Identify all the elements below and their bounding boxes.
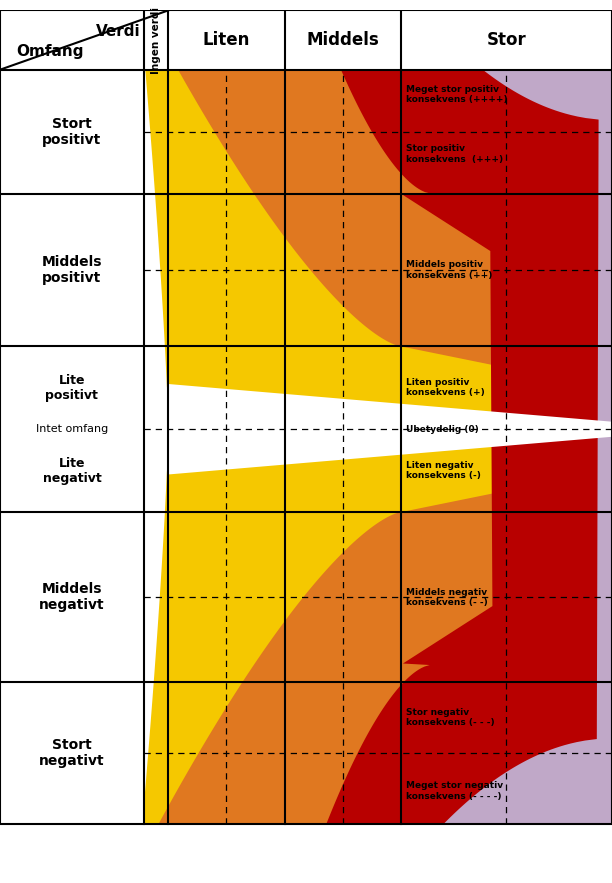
Text: Meget stor positiv
konsekvens (++++): Meget stor positiv konsekvens (++++) [406, 85, 507, 104]
Polygon shape [444, 70, 612, 824]
Text: Stort
positivt: Stort positivt [42, 117, 102, 147]
Text: Liten positiv
konsekvens (+): Liten positiv konsekvens (+) [406, 378, 485, 397]
Text: Stor positiv
konsekvens  (+++): Stor positiv konsekvens (+++) [406, 144, 503, 163]
Text: Middels
positivt: Middels positivt [42, 255, 102, 285]
Bar [0, 70, 144, 824]
Text: Ubetydelig (0): Ubetydelig (0) [406, 425, 479, 434]
Text: Meget stor negativ
konsekvens (- - - -): Meget stor negativ konsekvens (- - - -) [406, 781, 503, 801]
Text: Stor negativ
konsekvens (- - -): Stor negativ konsekvens (- - -) [406, 708, 494, 728]
Text: Liten: Liten [203, 31, 250, 49]
Bar [0, 11, 612, 70]
Text: Middels positiv
konsekvens (++): Middels positiv konsekvens (++) [406, 260, 492, 280]
Text: Middels negativ
konsekvens (- -): Middels negativ konsekvens (- -) [406, 587, 488, 607]
Text: Middels: Middels [307, 31, 379, 49]
Text: Middels
negativt: Middels negativt [39, 582, 105, 612]
Text: Liten negativ
konsekvens (-): Liten negativ konsekvens (-) [406, 461, 480, 480]
Text: Lite
negativt: Lite negativt [43, 457, 101, 485]
Text: Stor: Stor [487, 31, 526, 49]
Polygon shape [159, 70, 612, 824]
Text: Verdi: Verdi [95, 24, 140, 39]
Polygon shape [143, 70, 612, 824]
Polygon shape [326, 70, 612, 824]
Text: Stort
negativt: Stort negativt [39, 738, 105, 768]
Text: Lite
positivt: Lite positivt [45, 374, 99, 402]
Polygon shape [144, 384, 612, 474]
Text: Intet omfang: Intet omfang [35, 424, 108, 434]
Text: Ingen verdi: Ingen verdi [151, 6, 161, 73]
Text: Omfang: Omfang [17, 44, 84, 59]
